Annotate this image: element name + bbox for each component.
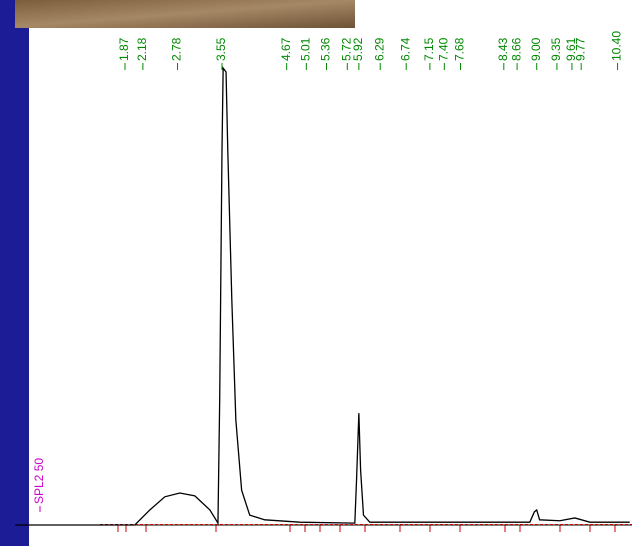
peak-label: 9.35 <box>549 37 563 61</box>
peak-label: 3.55 <box>214 37 228 61</box>
trace <box>17 66 630 526</box>
trace-label: SPL2 50 <box>32 458 46 504</box>
header-texture <box>0 0 355 28</box>
peak-label: 4.67 <box>279 37 293 61</box>
left-border <box>0 0 15 546</box>
left-border-inner <box>15 28 29 546</box>
peak-label: 2.78 <box>170 37 184 61</box>
peak-label: 9.00 <box>529 37 543 61</box>
peak-label: 5.01 <box>298 37 312 61</box>
peak-label: 5.36 <box>319 37 333 61</box>
peak-label: 8.66 <box>509 37 523 61</box>
peak-label: 9.77 <box>573 37 587 61</box>
peak-label: 2.18 <box>135 37 149 61</box>
peak-label: 7.15 <box>422 37 436 61</box>
peak-label: 5.72 <box>339 37 353 61</box>
peak-label: 10.40 <box>610 31 624 61</box>
peak-label: 9.61 <box>564 37 578 61</box>
peak-label: 8.43 <box>496 37 510 61</box>
event-ticks <box>117 525 616 532</box>
peak-label: 7.40 <box>436 37 450 61</box>
peak-label: 7.68 <box>453 37 467 61</box>
peak-label: 1.87 <box>117 37 131 61</box>
peak-label: 6.74 <box>398 37 412 61</box>
peak-label: 5.92 <box>351 37 365 61</box>
peak-label: 6.29 <box>372 37 386 61</box>
